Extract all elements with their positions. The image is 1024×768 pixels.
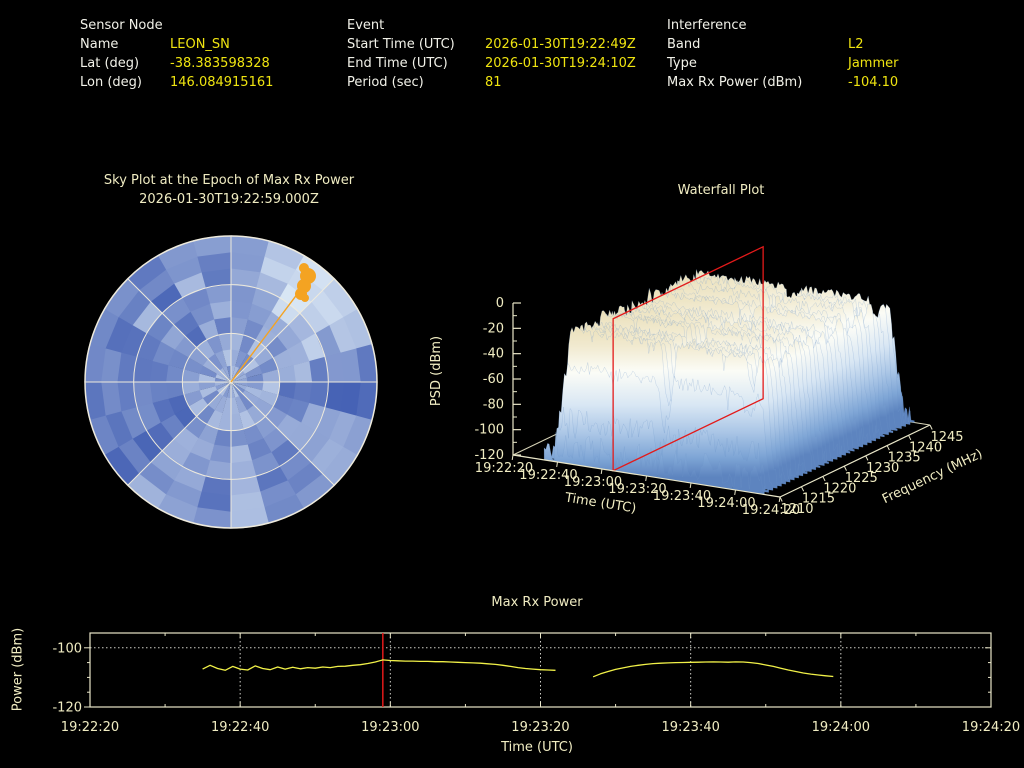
sensor-lat-value: -38.383598328 [170,56,270,71]
event-period-value: 81 [485,75,502,90]
event-end-label: End Time (UTC) [347,56,448,71]
sky-plot-polar-heatmap [84,235,378,529]
sky-plot-epoch-subtitle: 2026-01-30T19:22:59.000Z [139,192,319,207]
power-x-axis-label: Time (UTC) [501,740,573,755]
svg-text:-120: -120 [52,701,82,716]
max-rx-power-series [202,659,556,671]
svg-text:19:23:40: 19:23:40 [653,489,711,504]
max-rx-power-series [592,661,834,678]
jammer-bearing-ray [230,281,308,383]
event-heading: Event [347,18,385,33]
svg-text:1235: 1235 [888,451,921,466]
svg-text:-80: -80 [483,397,504,412]
svg-text:19:22:20: 19:22:20 [475,461,533,476]
sensor-name-label: Name [80,37,119,52]
interference-type-value: Jammer [848,56,899,71]
svg-text:1215: 1215 [802,492,835,507]
sensor-name-value: LEON_SN [170,37,230,52]
event-end-value: 2026-01-30T19:24:10Z [485,56,636,71]
power-chart-title: Max Rx Power [491,595,583,610]
svg-text:1240: 1240 [909,440,942,455]
waterfall-3d-surface: 0-20-40-60-80-100-12019:22:2019:22:4019:… [474,245,964,518]
waterfall-title: Waterfall Plot [677,183,765,198]
epoch-slice-plane [612,245,764,472]
sensor-lon-value: 146.084915161 [170,75,274,90]
jammer-marker [301,294,309,302]
svg-text:1210: 1210 [780,502,813,517]
event-start-label: Start Time (UTC) [347,37,455,52]
waterfall-z-axis-label: PSD (dBm) [429,336,444,406]
interference-type-label: Type [667,56,697,71]
svg-text:-40: -40 [483,347,504,362]
event-period-label: Period (sec) [347,75,424,90]
svg-text:0: 0 [496,296,504,311]
svg-text:19:22:40: 19:22:40 [211,720,269,735]
svg-text:19:23:20: 19:23:20 [608,482,666,497]
event-start-value: 2026-01-30T19:22:49Z [485,37,636,52]
sky-plot-title: Sky Plot at the Epoch of Max Rx Power [103,173,355,188]
interference-band-label: Band [667,37,701,52]
svg-text:19:22:40: 19:22:40 [519,468,577,483]
interference-heading: Interference [667,18,747,33]
svg-text:19:23:00: 19:23:00 [361,720,419,735]
sensor-lat-label: Lat (deg) [80,56,140,71]
svg-text:1230: 1230 [866,461,899,476]
svg-text:19:23:40: 19:23:40 [661,720,719,735]
max-rx-power-chart: 19:22:20 19:22:40 19:23:00 19:23:20 19:23:40… [52,632,1020,735]
svg-text:19:23:20: 19:23:20 [511,720,569,735]
svg-text:19:23:00: 19:23:00 [564,475,622,490]
svg-text:1220: 1220 [823,481,856,496]
sensor-node-heading: Sensor Node [80,18,163,33]
svg-text:19:24:20: 19:24:20 [962,720,1020,735]
svg-text:-60: -60 [483,372,504,387]
svg-text:19:24:20: 19:24:20 [742,503,800,518]
interference-power-value: -104.10 [848,75,899,90]
svg-text:19:24:00: 19:24:00 [697,496,755,511]
svg-text:-100: -100 [474,423,504,438]
svg-text:-100: -100 [52,641,82,656]
svg-text:-20: -20 [483,321,504,336]
svg-text:1245: 1245 [930,430,963,445]
interference-band-value: L2 [848,37,864,52]
sensor-lon-label: Lon (deg) [80,75,142,90]
svg-text:-120: -120 [474,448,504,463]
svg-text:19:22:20: 19:22:20 [61,720,119,735]
interference-power-label: Max Rx Power (dBm) [667,75,803,90]
svg-text:19:24:00: 19:24:00 [812,720,870,735]
svg-text:1225: 1225 [845,471,878,486]
